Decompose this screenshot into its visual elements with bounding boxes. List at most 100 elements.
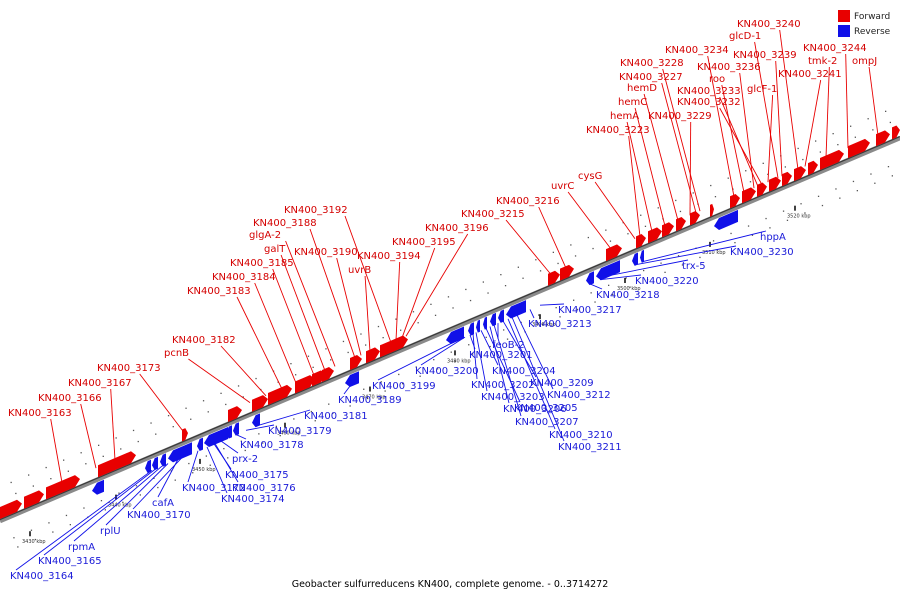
reverse-gene-label: KN400_3178	[240, 440, 304, 451]
guide-dot	[100, 500, 103, 502]
leader-line	[15, 469, 153, 571]
guide-dot	[115, 437, 117, 439]
reverse-gene-label: KN400_3202	[471, 380, 535, 391]
reverse-gene-label: KN400_3204	[492, 366, 556, 377]
reverse-gene-arrow	[490, 312, 496, 327]
guide-dot	[185, 407, 187, 409]
forward-gene-arrow	[252, 395, 268, 412]
guide-dot	[885, 110, 887, 112]
guide-dot	[135, 485, 138, 487]
guide-dot	[360, 333, 362, 335]
forward-gene-arrow	[820, 149, 844, 171]
leader-line	[505, 219, 552, 275]
guide-dot	[63, 459, 65, 461]
guide-dot	[587, 236, 589, 239]
guide-dot	[472, 353, 474, 355]
forward-gene-label: KN400_3194	[357, 251, 421, 262]
guide-dot	[220, 392, 222, 394]
forward-gene-arrow	[548, 270, 560, 286]
guide-dot	[314, 420, 316, 422]
guide-dot	[384, 390, 386, 392]
guide-dot	[482, 281, 484, 283]
guide-dot	[34, 538, 36, 541]
guide-dot	[747, 225, 750, 227]
guide-dot	[625, 277, 627, 279]
guide-dot	[664, 271, 666, 273]
leader-line	[214, 443, 239, 483]
leader-line	[280, 254, 326, 371]
guide-dot	[332, 412, 334, 414]
guide-dot	[400, 329, 402, 331]
reverse-gene-label: KN400_3203	[481, 392, 545, 403]
reverse-gene-label: KN400_3218	[596, 290, 660, 301]
forward-gene-label: KN400_3240	[737, 19, 801, 30]
guide-dot	[710, 184, 712, 187]
guide-dot	[15, 492, 17, 495]
tick-label: 3490 kbp	[532, 322, 556, 328]
guide-dot	[13, 537, 15, 539]
guide-dot	[646, 279, 649, 281]
guide-dot	[821, 204, 824, 207]
reverse-gene-label: KN400_3174	[221, 494, 285, 505]
leader-line	[594, 181, 636, 240]
forward-gene-label: KN400_3183	[187, 286, 251, 297]
leader-line	[188, 358, 251, 403]
guide-dot	[223, 448, 225, 450]
reverse-gene-label: trx-5	[682, 261, 706, 272]
tick-label: 3450 kbp	[192, 467, 216, 473]
guide-dot	[517, 266, 519, 268]
tick-label: 3470 kbp	[362, 395, 386, 401]
guide-dot	[345, 396, 347, 398]
leader-line	[868, 66, 879, 136]
guide-dot	[714, 196, 717, 198]
forward-gene-arrow	[662, 222, 674, 238]
reverse-gene-label: KN400_3164	[10, 571, 74, 582]
guide-dot	[487, 292, 489, 294]
legend: Forward Reverse	[838, 10, 891, 37]
leader-line	[336, 257, 362, 356]
tick-label: 3510 kbp	[702, 250, 726, 256]
reverse-gene-label: cafA	[152, 498, 174, 509]
guide-dot	[312, 366, 314, 368]
guide-dot	[255, 377, 257, 380]
guide-dot	[749, 181, 752, 183]
guide-dot	[769, 227, 771, 229]
leader-line	[707, 55, 735, 197]
leader-line	[626, 121, 653, 232]
forward-gene-arrow	[769, 176, 781, 192]
guide-dot	[225, 403, 227, 406]
leader-line	[489, 326, 510, 404]
reverse-gene-label: KN400_3230	[730, 247, 794, 258]
guide-dot	[643, 269, 645, 272]
guide-dot	[417, 322, 419, 324]
leader-line	[511, 316, 565, 442]
guide-dot	[839, 197, 841, 199]
leader-line	[480, 330, 499, 366]
tick-label: 3480 kbp	[447, 358, 471, 364]
reverse-gene-arrow	[483, 316, 487, 330]
reverse-gene-label: KN400_3175	[225, 470, 289, 481]
reverse-gene-label: KN400_3179	[268, 426, 332, 437]
leader-lines	[15, 29, 879, 571]
forward-gene-arrow	[46, 475, 80, 500]
forward-gene-label: uvrC	[551, 181, 574, 192]
forward-gene-arrow	[350, 355, 362, 371]
guide-dot	[98, 444, 100, 446]
leader-line	[845, 53, 849, 149]
forward-gene-label: KN400_3190	[294, 247, 358, 258]
guide-dot	[32, 485, 34, 487]
guide-dot	[172, 426, 174, 428]
forward-gene-arrow	[295, 375, 315, 394]
leader-line	[235, 434, 247, 440]
leader-line	[343, 385, 351, 395]
reverse-gene-label: rplU	[100, 526, 121, 537]
forward-gene-arrow	[782, 171, 792, 187]
guide-dot	[67, 470, 69, 472]
forward-gene-label: galT	[264, 244, 286, 255]
guide-dot	[207, 411, 209, 413]
leader-line	[472, 333, 478, 380]
guide-dot	[539, 270, 542, 272]
guide-dot	[307, 355, 310, 357]
leader-line	[105, 463, 169, 526]
guide-dot	[202, 400, 205, 402]
